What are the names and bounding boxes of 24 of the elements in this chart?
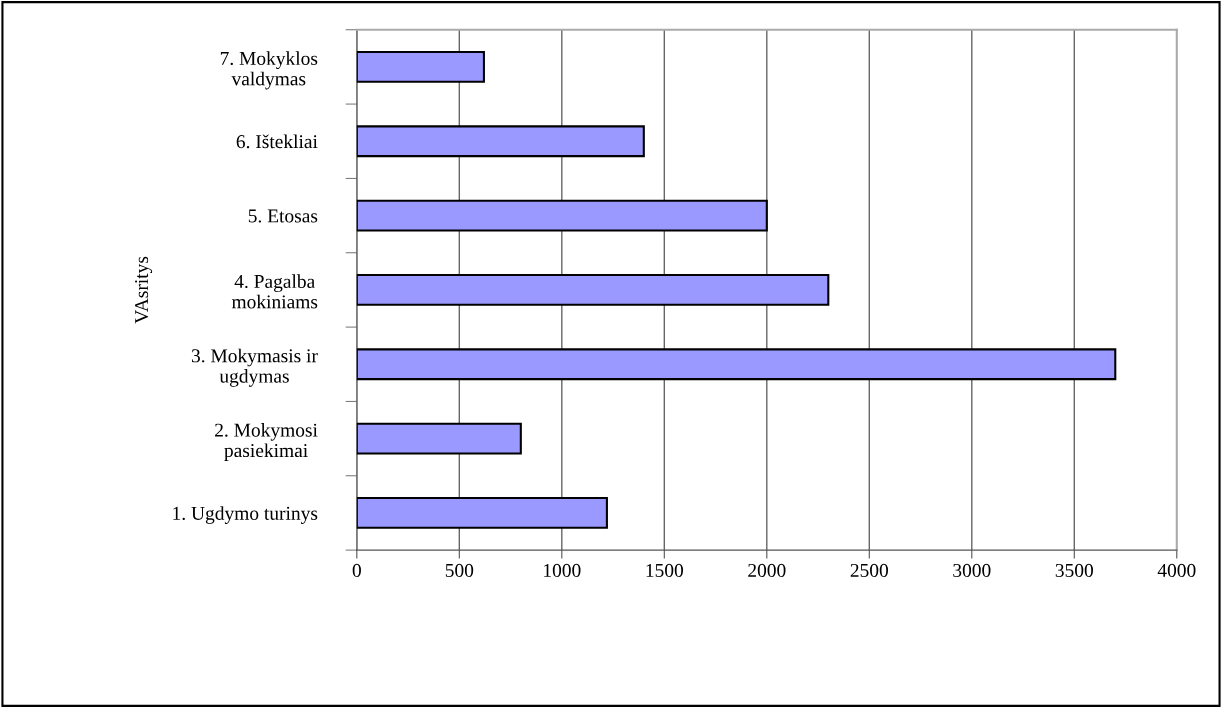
x-tick-label: 500 [445,563,474,577]
bar [356,51,485,83]
y-axis-title: VAsritys [135,256,153,324]
y-tick-label: 4. Pagalba mokiniams [231,274,318,309]
x-tick-label: 4000 [1157,563,1196,577]
y-tick-label: 2. Mokymosi pasiekimai [215,423,318,462]
x-tick-label: 1000 [544,563,581,577]
y-tick-label: 6. Ištekliai [236,134,318,149]
y-tick-label: 7. Mokyklos valdymas [220,51,318,90]
x-tick-label: 1500 [646,563,684,577]
bar [356,199,768,232]
y-tick-label: 1. Ugdymo turinys [173,506,318,524]
x-tick-label: 3500 [1055,563,1093,577]
y-tick-label: 5. Etosas [248,209,318,223]
y-tick-label: 3. Mokymasis ir ugdymas [191,348,318,387]
x-tick-label: 2500 [850,563,888,577]
bar [356,348,1117,381]
x-tick-label: 0 [352,563,361,577]
bar [356,422,522,455]
bar [356,125,645,158]
x-tick-label: 3000 [953,563,991,577]
x-tick-label: 2000 [748,563,786,577]
bar [356,274,830,306]
bar [356,497,608,529]
